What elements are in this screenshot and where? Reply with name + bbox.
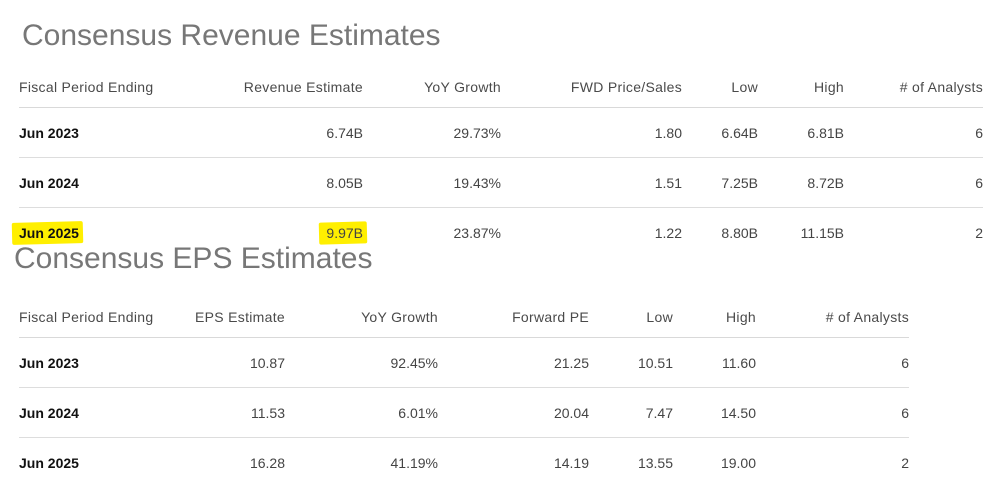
analysts-cell: 6	[844, 157, 983, 208]
fwd-price-sales-cell: 1.80	[501, 107, 682, 158]
high-cell: 14.50	[673, 387, 756, 438]
forward-pe-cell: 21.25	[438, 337, 589, 388]
eps-estimate-cell: 11.53	[165, 387, 285, 438]
table-row: Jun 2025 16.28 41.19% 14.19 13.55 19.00 …	[19, 438, 909, 488]
forward-pe-cell: 20.04	[438, 387, 589, 438]
yoy-growth-cell: 6.01%	[285, 387, 438, 438]
eps-estimate-cell: 10.87	[165, 337, 285, 388]
column-header-high[interactable]: High	[758, 67, 844, 108]
table-header-row: Fiscal Period Ending Revenue Estimate Yo…	[19, 67, 983, 108]
column-header-fwd-price-sales[interactable]: FWD Price/Sales	[501, 67, 682, 108]
fiscal-period-cell: Jun 2025	[19, 454, 79, 471]
revenue-estimates-table: Fiscal Period Ending Revenue Estimate Yo…	[19, 67, 983, 257]
column-header-forward-pe[interactable]: Forward PE	[438, 297, 589, 338]
fwd-price-sales-cell: 1.51	[501, 157, 682, 208]
highlight-mark: 9.97B	[326, 224, 363, 241]
analysts-cell: 2	[901, 454, 909, 471]
yoy-growth-cell: 19.43%	[363, 157, 501, 208]
table-header-row: Fiscal Period Ending EPS Estimate YoY Gr…	[19, 297, 909, 338]
analysts-cell: 2	[975, 224, 983, 241]
revenue-estimate-cell: 8.05B	[179, 157, 363, 208]
column-header-high[interactable]: High	[673, 297, 756, 338]
eps-estimate-cell: 16.28	[249, 454, 285, 471]
fiscal-period-cell: Jun 2023	[19, 337, 165, 388]
table-row: Jun 2023 6.74B 29.73% 1.80 6.64B 6.81B 6	[19, 107, 983, 158]
eps-estimates-table: Fiscal Period Ending EPS Estimate YoY Gr…	[19, 297, 909, 487]
forward-pe-cell: 14.19	[553, 454, 589, 471]
column-header-fiscal-period[interactable]: Fiscal Period Ending	[19, 297, 165, 338]
fwd-price-sales-cell: 1.22	[654, 224, 682, 241]
fiscal-period-cell: Jun 2024	[19, 387, 165, 438]
column-header-yoy-growth[interactable]: YoY Growth	[363, 67, 501, 108]
revenue-estimate-cell: 6.74B	[179, 107, 363, 158]
column-header-yoy-growth[interactable]: YoY Growth	[285, 297, 438, 338]
column-header-num-analysts[interactable]: # of Analysts	[844, 67, 983, 108]
eps-section-title: Consensus EPS Estimates	[14, 242, 373, 275]
high-cell: 19.00	[720, 454, 756, 471]
high-cell: 11.15B	[800, 224, 844, 241]
highlight-mark: Jun 2025	[19, 224, 79, 241]
column-header-fiscal-period[interactable]: Fiscal Period Ending	[19, 67, 179, 108]
column-header-num-analysts[interactable]: # of Analysts	[756, 297, 909, 338]
high-cell: 8.72B	[758, 157, 844, 208]
table-row: Jun 2024 8.05B 19.43% 1.51 7.25B 8.72B 6	[19, 157, 983, 208]
low-cell: 13.55	[637, 454, 673, 471]
yoy-growth-cell: 92.45%	[285, 337, 438, 388]
table-row: Jun 2023 10.87 92.45% 21.25 10.51 11.60 …	[19, 337, 909, 388]
yoy-growth-cell: 23.87%	[453, 224, 501, 241]
fiscal-period-cell: Jun 2023	[19, 107, 179, 158]
low-cell: 10.51	[589, 337, 673, 388]
revenue-section-title: Consensus Revenue Estimates	[22, 19, 441, 52]
column-header-eps-estimate[interactable]: EPS Estimate	[165, 297, 285, 338]
column-header-low[interactable]: Low	[589, 297, 673, 338]
fiscal-period-cell: Jun 2024	[19, 157, 179, 208]
column-header-low[interactable]: Low	[682, 67, 758, 108]
yoy-growth-cell: 41.19%	[390, 454, 438, 471]
table-row: Jun 2025 9.97B 23.87% 1.22 8.80B 11.15B …	[19, 208, 983, 258]
analysts-cell: 6	[756, 387, 909, 438]
fiscal-period-cell: Jun 2025	[19, 208, 179, 258]
low-cell: 7.47	[589, 387, 673, 438]
column-header-revenue-estimate[interactable]: Revenue Estimate	[179, 67, 363, 108]
revenue-estimate-cell: 9.97B	[179, 208, 363, 258]
analysts-cell: 6	[756, 337, 909, 388]
high-cell: 11.60	[673, 337, 756, 388]
low-cell: 6.64B	[682, 107, 758, 158]
yoy-growth-cell: 29.73%	[363, 107, 501, 158]
high-cell: 6.81B	[758, 107, 844, 158]
low-cell: 7.25B	[682, 157, 758, 208]
low-cell: 8.80B	[721, 224, 758, 241]
analysts-cell: 6	[844, 107, 983, 158]
table-row: Jun 2024 11.53 6.01% 20.04 7.47 14.50 6	[19, 387, 909, 438]
